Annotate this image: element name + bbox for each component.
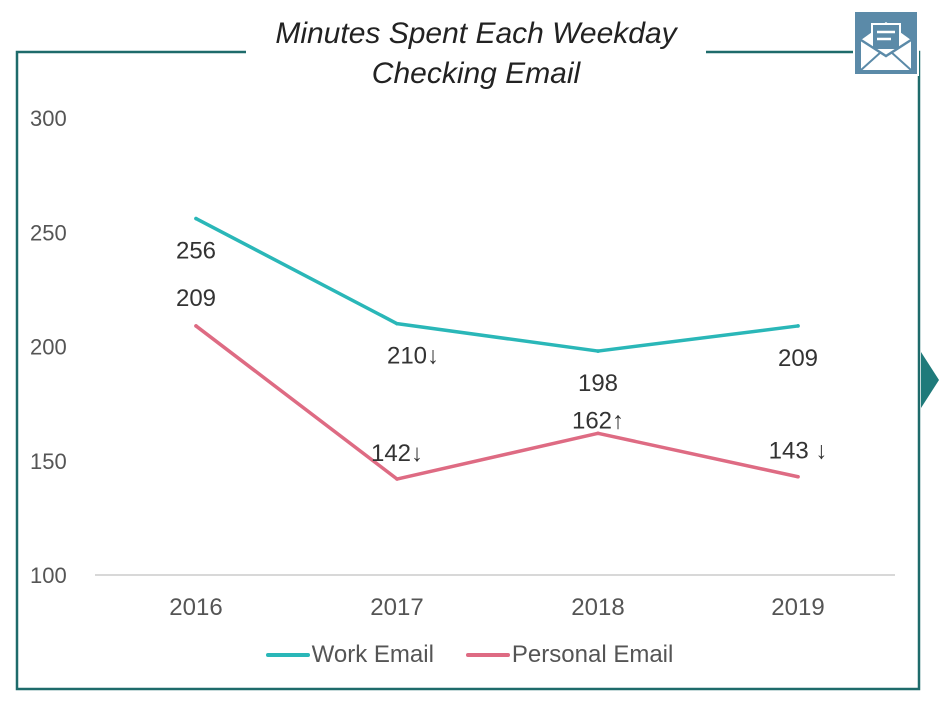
data-point [596,349,600,353]
x-tick-label: 2016 [169,594,222,621]
y-tick-label: 200 [30,335,67,360]
data-point [596,431,600,436]
legend-label-personal-email: Personal Email [511,641,674,668]
data-label: 143 ↓ [769,438,828,465]
data-point [395,477,399,481]
legend-swatch-work-email [265,653,310,657]
legend-swatch-personal-email [465,653,510,657]
y-tick-label: 100 [30,563,67,588]
data-label: 198 [578,370,618,397]
chart-legend: Work Email Personal Email [0,640,939,670]
y-tick-label: 150 [30,449,67,474]
series-lines [194,216,800,481]
y-tick-label: 300 [30,106,67,131]
y-axis-ticks: 100 150 200 250 300 [30,106,67,588]
series-line-work-email [194,216,800,353]
chart-title-line-1: Minutes Spent Each Weekday [275,17,677,50]
data-point [194,324,198,328]
chevron-right-icon[interactable] [921,352,939,413]
envelope-icon [853,10,919,76]
x-tick-label: 2019 [771,594,824,621]
data-label: 256 [176,238,216,265]
legend-item-work-email: Work Email [265,641,434,669]
chart-title: Minutes Spent Each Weekday Checking Emai… [246,14,706,94]
data-label: 209 [778,345,818,372]
data-point [796,324,800,328]
y-tick-label: 250 [30,220,67,245]
legend-label-work-email: Work Email [311,641,434,668]
data-label: 210↓ [387,343,439,370]
data-label: 162↑ [572,407,624,434]
legend-item-personal-email: Personal Email [465,641,674,669]
series-line-personal-email [194,324,800,481]
x-axis-ticks: 2016 2017 2018 2019 [169,594,824,621]
data-labels: 256 210↓ 198 209 209 142↓ 162↑ 143 ↓ [176,238,827,467]
data-point [194,216,198,221]
x-tick-label: 2017 [370,594,423,621]
chart-title-line-2: Checking Email [371,57,581,90]
data-label: 142↓ [371,440,423,467]
data-label: 209 [176,285,216,312]
data-point [395,321,399,326]
data-point [796,474,800,479]
x-tick-label: 2018 [571,594,624,621]
